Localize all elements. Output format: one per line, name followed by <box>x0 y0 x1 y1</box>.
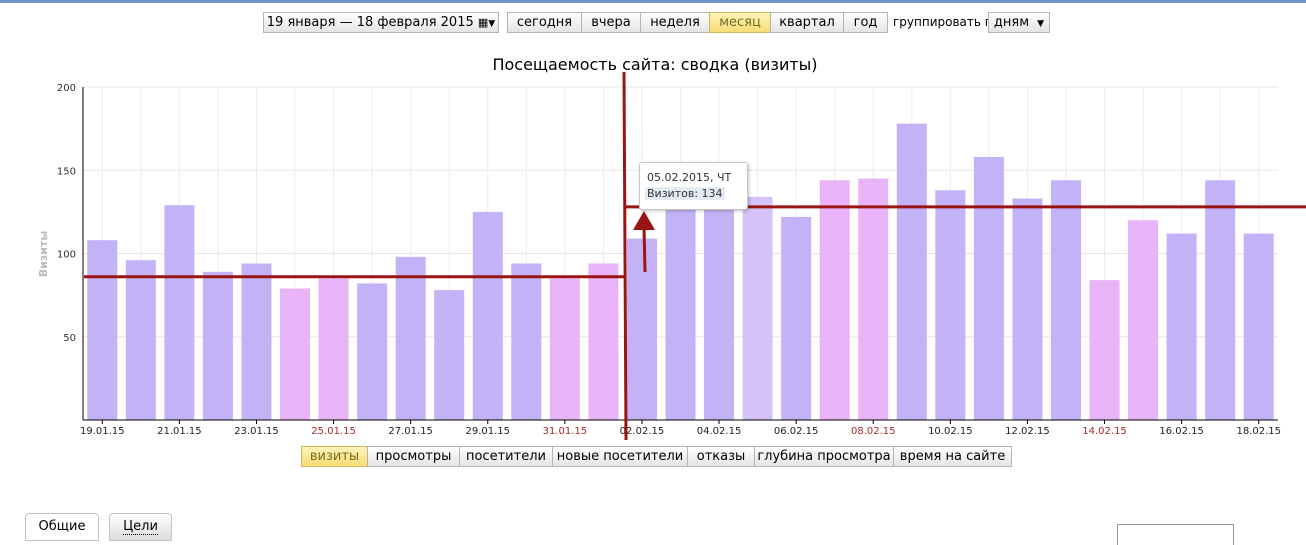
metric-time-on-site-tab[interactable]: время на сайте <box>893 446 1012 467</box>
x-tick-label: 12.02.15 <box>1005 426 1050 437</box>
bar <box>935 190 966 420</box>
x-tick-label: 08.02.15 <box>851 426 896 437</box>
bar <box>472 211 503 420</box>
tooltip-date: 05.02.2015, ЧТ <box>647 171 732 184</box>
bar <box>819 180 850 420</box>
caret-down-icon: ▼ <box>488 19 496 29</box>
x-tick-label: 10.02.15 <box>928 426 973 437</box>
bar <box>434 290 465 420</box>
bar <box>125 260 156 420</box>
visits-bar-chart: 50 100 150 200 19.01.15 21.01.15 23.01.15 25.01… <box>37 71 1306 441</box>
bar <box>1166 233 1197 420</box>
metric-depth-tab[interactable]: глубина просмотра <box>754 446 894 467</box>
bar <box>742 196 773 420</box>
bar <box>1050 180 1081 420</box>
x-tick-label: 21.01.15 <box>157 426 202 437</box>
x-tick-label: 29.01.15 <box>465 426 510 437</box>
bar <box>1205 180 1236 420</box>
bar <box>973 156 1004 420</box>
caret-down-icon: ▼ <box>1037 19 1045 29</box>
bar <box>1012 198 1043 420</box>
x-tick-label: 04.02.15 <box>697 426 742 437</box>
period-today-button[interactable]: сегодня <box>507 12 582 33</box>
tooltip-value: Визитов: 134 <box>645 187 725 200</box>
bar <box>781 216 812 420</box>
bar <box>164 205 195 420</box>
bar <box>87 240 118 420</box>
x-tick-label: 18.02.15 <box>1236 426 1281 437</box>
side-panel-edge <box>1117 524 1234 545</box>
bar <box>588 263 619 420</box>
bar <box>626 238 657 420</box>
y-tick-label: 100 <box>57 250 76 261</box>
bar <box>357 283 388 420</box>
x-tick-label: 16.02.15 <box>1159 426 1204 437</box>
bar <box>1089 280 1120 420</box>
bar <box>511 263 542 420</box>
bar <box>241 263 272 420</box>
x-tick-label: 23.01.15 <box>234 426 279 437</box>
group-by-value: дням <box>993 15 1030 30</box>
x-tick-label: 02.02.15 <box>620 426 665 437</box>
tab-goals[interactable]: Цели <box>109 513 172 541</box>
bar <box>318 278 349 420</box>
tab-general-label: Общие <box>38 519 86 534</box>
metric-new-visitors-tab[interactable]: новые посетители <box>552 446 688 467</box>
annotation-vertical-line <box>622 71 628 441</box>
chart-tooltip: 05.02.2015, ЧТ Визитов: 134 <box>639 162 748 210</box>
metric-pageviews-tab[interactable]: просмотры <box>367 446 460 467</box>
tab-general[interactable]: Общие <box>25 513 99 541</box>
bar <box>395 256 426 420</box>
y-tick-label: 150 <box>57 166 76 177</box>
calendar-icon: ▦ <box>477 16 489 29</box>
date-range-text: 19 января — 18 февраля 2015 <box>266 15 474 30</box>
top-border <box>0 0 1306 3</box>
bar <box>896 123 927 420</box>
x-tick-label: 31.01.15 <box>543 426 588 437</box>
annotation-arrow-head <box>633 211 655 230</box>
y-axis-title: Визиты <box>37 231 50 278</box>
x-tick-label: 19.01.15 <box>80 426 125 437</box>
x-tick-label: 25.01.15 <box>311 426 356 437</box>
metric-visits-tab[interactable]: визиты <box>301 446 368 467</box>
chart-title: Посещаемость сайта: сводка (визиты) <box>492 55 818 74</box>
x-tick-label: 14.02.15 <box>1082 426 1127 437</box>
group-by-label: группировать по <box>893 15 1000 29</box>
period-week-button[interactable]: неделя <box>640 12 710 33</box>
bar <box>280 288 311 420</box>
bar <box>704 201 735 420</box>
y-tick-label: 200 <box>57 83 76 94</box>
group-by-select[interactable]: дням ▼ <box>988 12 1050 33</box>
y-tick-label: 50 <box>63 333 76 344</box>
bar <box>1243 233 1274 420</box>
period-year-button[interactable]: год <box>843 12 888 33</box>
bar <box>665 205 696 420</box>
date-range-picker[interactable]: 19 января — 18 февраля 2015 ▦▼ <box>263 12 499 33</box>
bar <box>202 271 233 420</box>
annotation-arrow-shaft <box>642 225 647 273</box>
tab-goals-label: Цели <box>123 519 158 535</box>
period-quarter-button[interactable]: квартал <box>770 12 844 33</box>
metric-bounces-tab[interactable]: отказы <box>687 446 755 467</box>
bar <box>858 178 889 420</box>
x-tick-label: 27.01.15 <box>388 426 433 437</box>
metric-visitors-tab[interactable]: посетители <box>459 446 553 467</box>
x-tick-label: 06.02.15 <box>774 426 819 437</box>
bar <box>1128 220 1159 420</box>
bar <box>549 278 580 420</box>
